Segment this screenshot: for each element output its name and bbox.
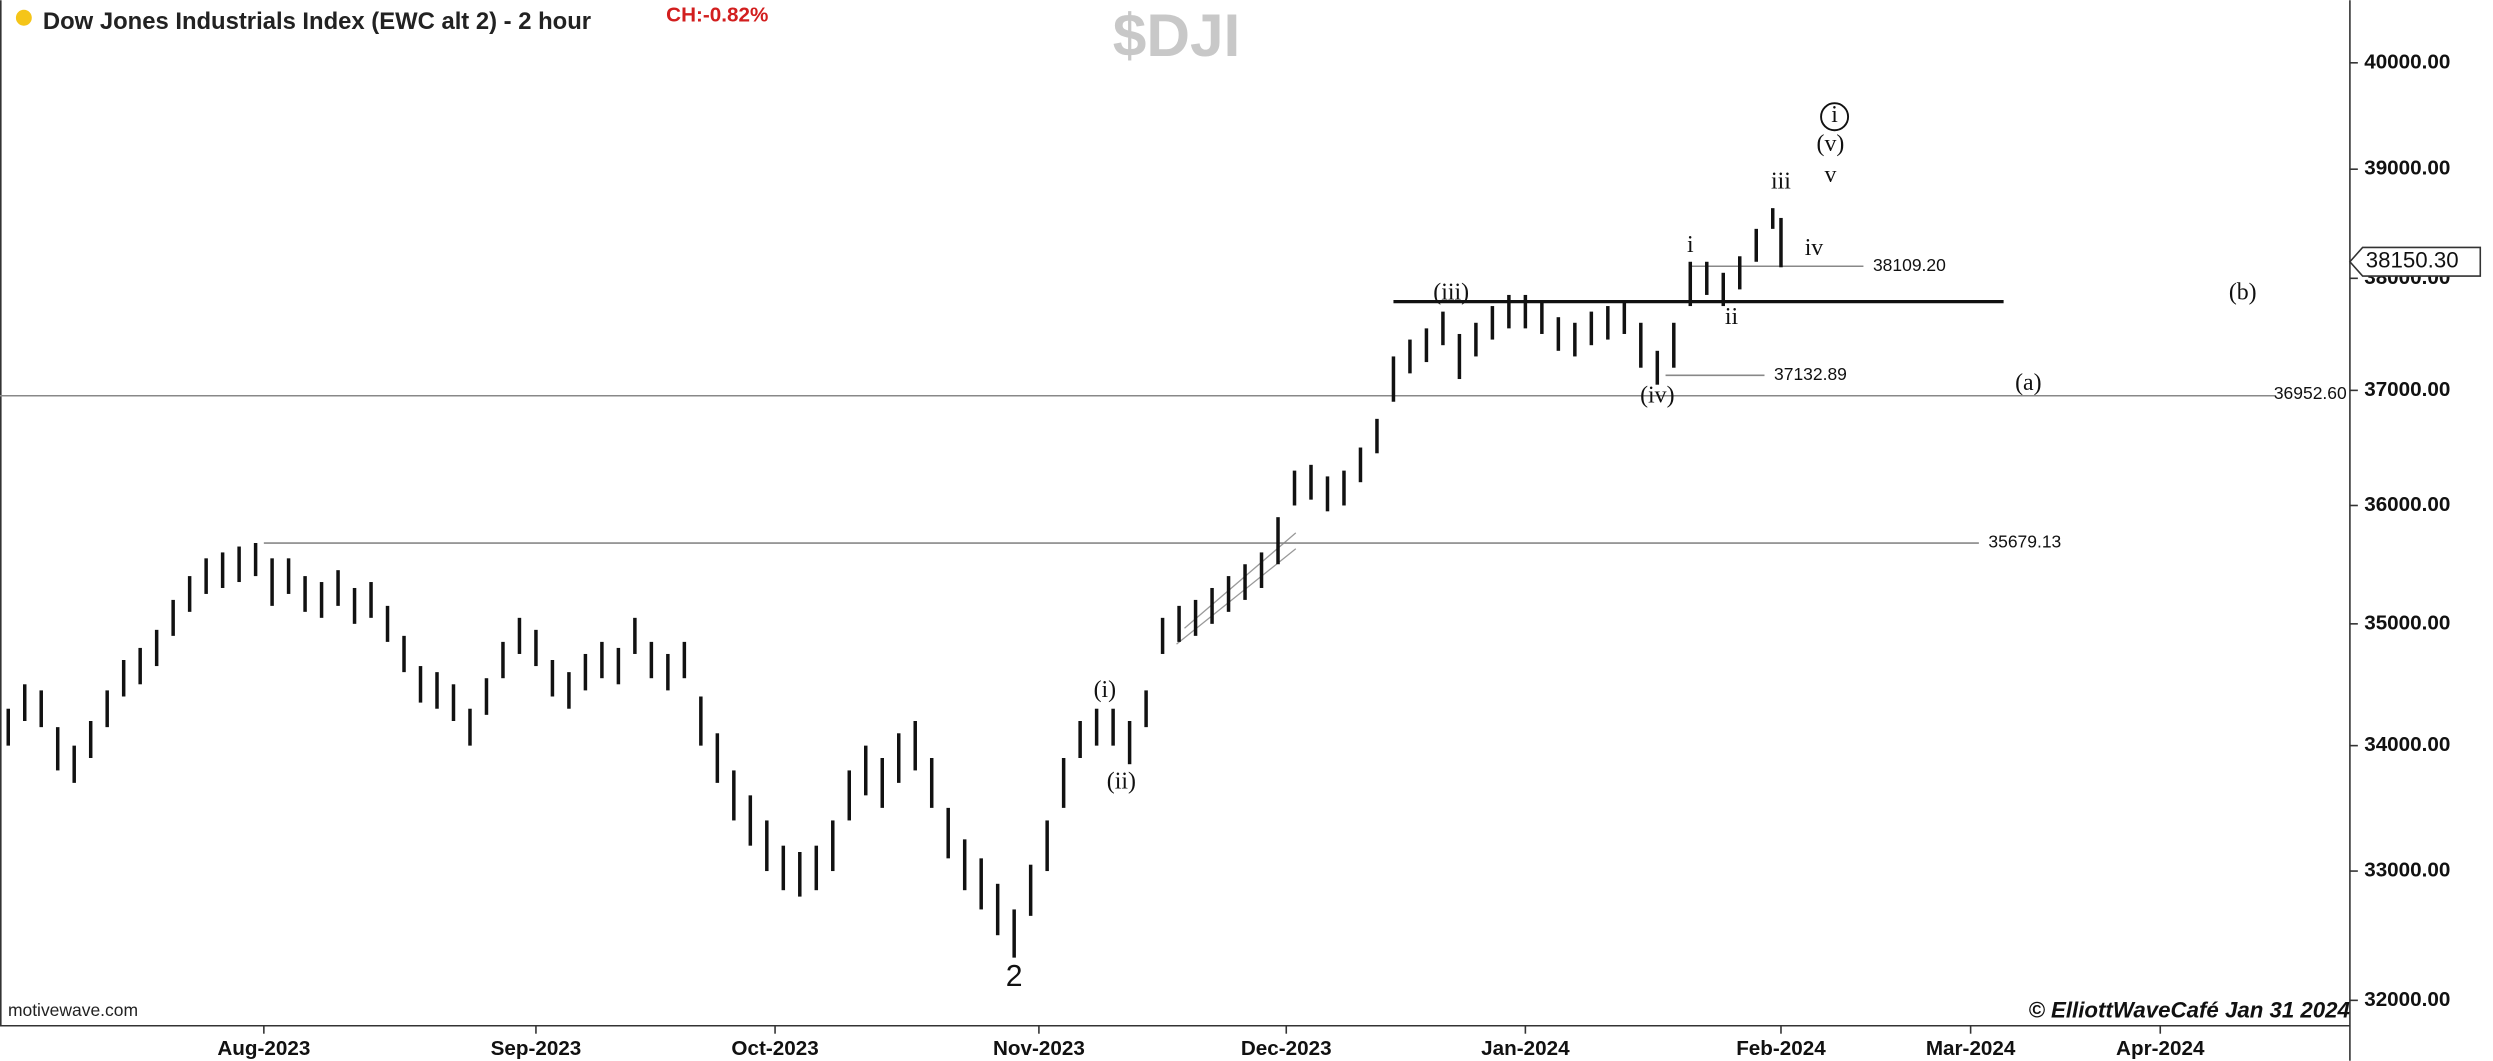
level-label: 38109.20 [1873, 255, 1946, 275]
credit-label: © ElliottWaveCafé Jan 31 2024 [2028, 997, 2349, 1022]
x-tick-label: Dec-2023 [1241, 1037, 1332, 1060]
x-tick-label: Mar-2024 [1926, 1037, 2016, 1060]
x-tick-label: Aug-2023 [217, 1037, 310, 1060]
wave-label: 2 [1006, 960, 1023, 993]
symbol-watermark: $DJI [1113, 1, 1241, 69]
y-tick-label: 35000.00 [2364, 611, 2450, 634]
wave-label: (iii) [1433, 279, 1469, 305]
wave-label: v [1824, 162, 1836, 188]
x-tick-label: Nov-2023 [993, 1037, 1085, 1060]
last-price-label: 38150.30 [2366, 248, 2459, 273]
wave-label: iv [1805, 235, 1824, 261]
wave-label: i [1687, 232, 1694, 258]
source-label: motivewave.com [8, 1000, 138, 1020]
wave-label: (b) [2229, 279, 2257, 305]
y-tick-label: 40000.00 [2364, 50, 2450, 73]
y-tick-label: 37000.00 [2364, 378, 2450, 401]
chart-title: Dow Jones Industrials Index (EWC alt 2) … [43, 8, 591, 35]
wave-label: (iv) [1640, 383, 1674, 409]
level-label: 36952.60 [2274, 383, 2347, 403]
level-label: 35679.13 [1988, 532, 2061, 552]
wave-label: (v) [1817, 131, 1845, 157]
wave-label: iii [1771, 169, 1791, 195]
last-price-box [2348, 246, 2482, 277]
status-dot [15, 9, 32, 26]
y-tick-label: 34000.00 [2364, 733, 2450, 756]
wave-label: (a) [2015, 370, 2041, 396]
x-tick-label: Oct-2023 [731, 1037, 818, 1060]
y-tick-label: 36000.00 [2364, 493, 2450, 516]
wave-label: ii [1725, 304, 1739, 330]
x-tick-label: Feb-2024 [1736, 1037, 1826, 1060]
y-tick-label: 33000.00 [2364, 859, 2450, 882]
x-tick-label: Sep-2023 [491, 1037, 582, 1060]
y-tick-label: 32000.00 [2364, 988, 2450, 1011]
level-label: 37132.89 [1774, 364, 1847, 384]
x-tick-label: Jan-2024 [1481, 1037, 1570, 1060]
wave-circle [1820, 102, 1850, 132]
wave-label: (i) [1094, 677, 1117, 703]
wave-label: (ii) [1107, 768, 1136, 794]
change-label: CH:-0.82% [666, 4, 768, 27]
x-tick-label: Apr-2024 [2116, 1037, 2205, 1060]
wave-label: i [1831, 102, 1838, 128]
y-tick-label: 39000.00 [2364, 157, 2450, 180]
